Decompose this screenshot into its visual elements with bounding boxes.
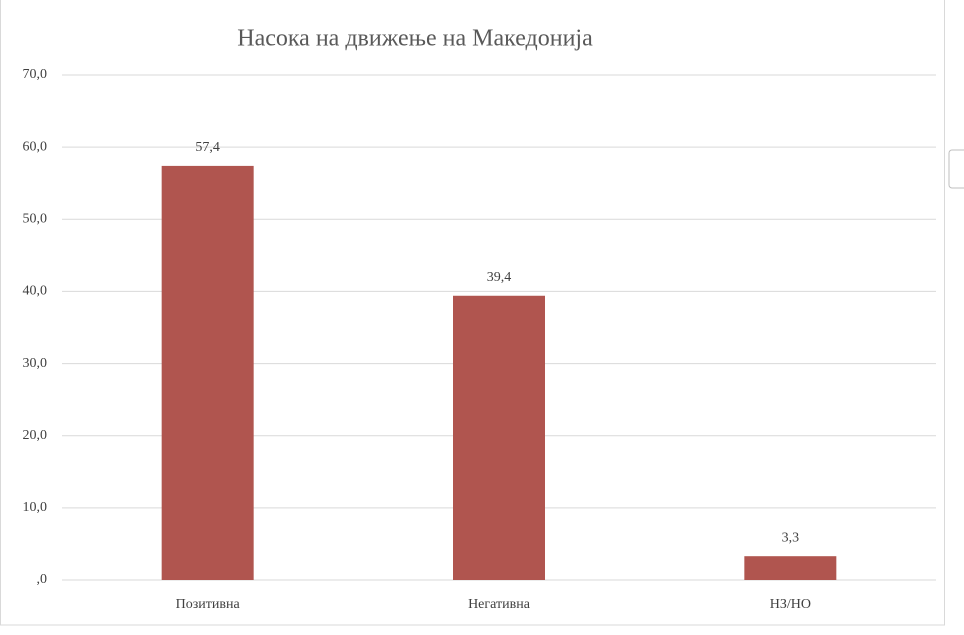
x-tick-label: Позитивна — [176, 597, 241, 612]
y-tick-label: 70,0 — [23, 67, 48, 82]
value-label: 3,3 — [782, 530, 800, 545]
value-label: 57,4 — [195, 140, 220, 155]
x-tick-label: НЗ/НО — [770, 597, 811, 612]
chart-title: Насока на движење на Македонија — [237, 26, 593, 52]
bar — [744, 556, 837, 580]
y-tick-label: 50,0 — [23, 212, 48, 227]
bar — [161, 165, 254, 580]
y-tick-label: 10,0 — [23, 500, 48, 515]
bar — [453, 295, 545, 580]
y-tick-label: 60,0 — [23, 139, 48, 154]
y-tick-label: 40,0 — [23, 284, 48, 299]
popup-edge — [948, 149, 964, 189]
x-tick-label: Негативна — [468, 597, 531, 612]
value-label: 39,4 — [487, 270, 512, 285]
y-tick-label: 20,0 — [23, 428, 48, 443]
y-tick-label: 30,0 — [23, 356, 48, 371]
y-tick-label: ,0 — [37, 572, 48, 587]
